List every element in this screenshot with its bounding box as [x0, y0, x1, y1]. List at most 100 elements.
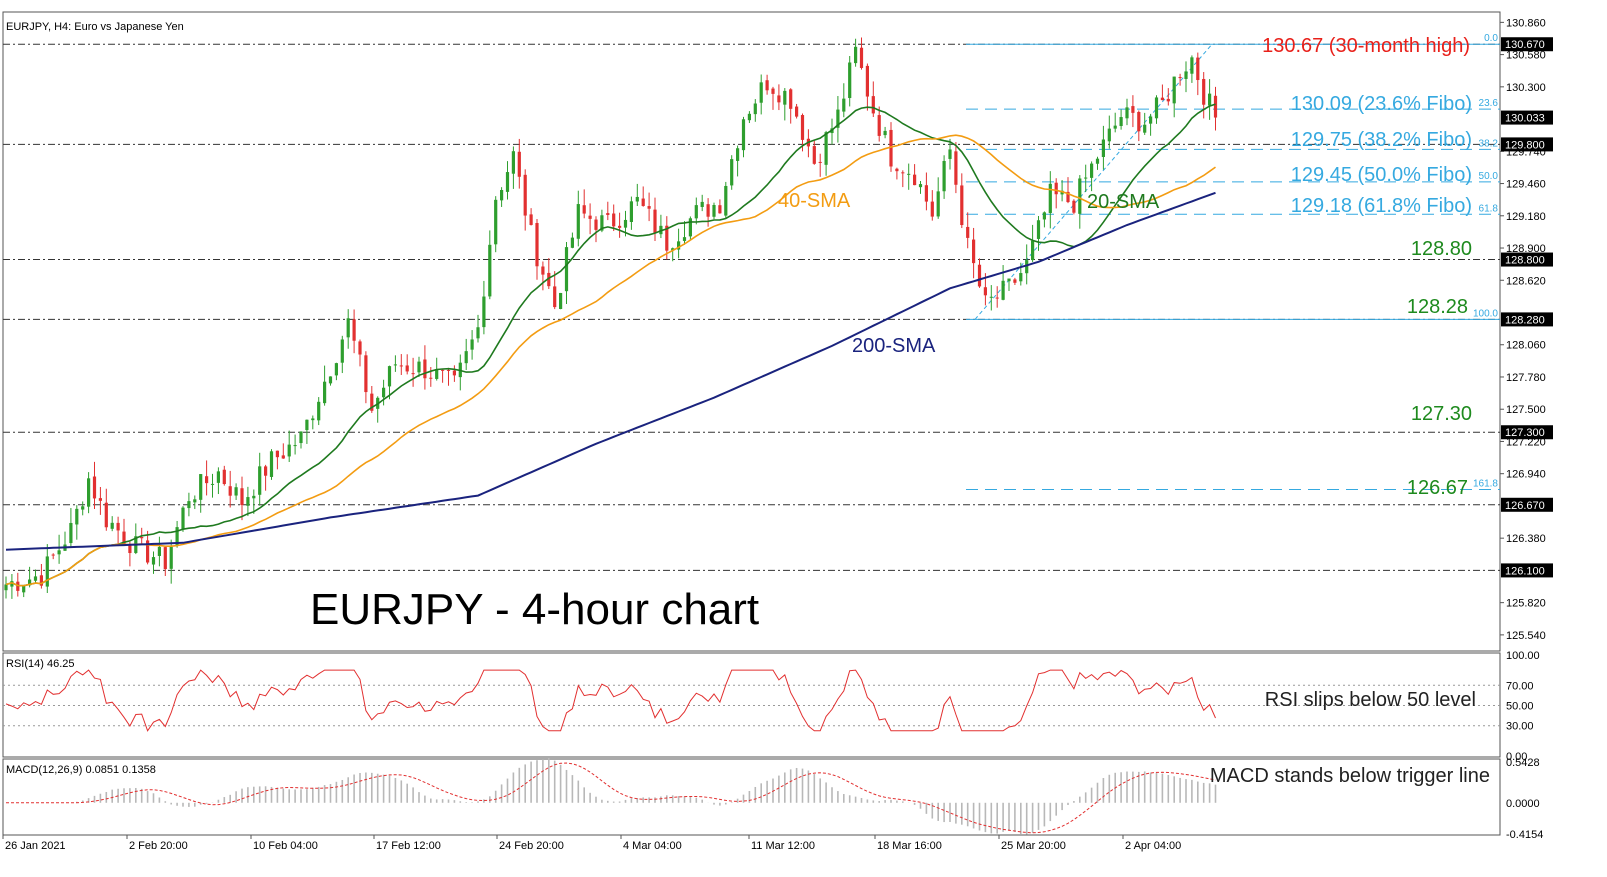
- level-label-12667: 126.67: [1407, 477, 1468, 499]
- bear-candle: [264, 466, 268, 476]
- bear-candle: [39, 575, 43, 586]
- bear-candle: [1054, 182, 1058, 195]
- bull-candle: [1025, 260, 1029, 274]
- bear-candle: [446, 369, 451, 371]
- bull-candle: [736, 148, 740, 161]
- price-tag-label: 126.100: [1505, 565, 1545, 577]
- macd-tick-label: 0.0000: [1506, 798, 1540, 810]
- bear-candle: [612, 213, 616, 227]
- bear-candle: [582, 205, 586, 214]
- bear-candle: [765, 80, 769, 91]
- bear-candle: [553, 286, 557, 308]
- bull-candle: [942, 160, 946, 192]
- bear-candle: [877, 115, 881, 136]
- bear-candle: [954, 151, 958, 185]
- bull-candle: [730, 159, 734, 186]
- bull-candle: [989, 296, 993, 298]
- bull-candle: [494, 199, 498, 245]
- price-tick-label: 128.060: [1506, 340, 1546, 352]
- fibo-ratio-50-0: 50.0: [1479, 171, 1499, 182]
- sma20-label: 20-SMA: [1087, 191, 1160, 213]
- fibo-382-label: 129.75 (38.2% Fibo): [1291, 129, 1472, 151]
- rsi-line: [5, 669, 1216, 732]
- bull-candle: [1019, 273, 1023, 282]
- bear-candle: [812, 146, 816, 164]
- bear-candle: [116, 522, 120, 531]
- bear-candle: [818, 161, 822, 163]
- fibo-236-label: 130.09 (23.6% Fibo): [1291, 93, 1472, 115]
- bull-candle: [293, 445, 297, 447]
- bear-candle: [535, 222, 539, 267]
- bull-candle: [842, 98, 846, 112]
- bear-candle: [995, 297, 999, 299]
- bull-candle: [671, 248, 675, 251]
- fibo-ratio-38-2: 38.2: [1479, 138, 1499, 149]
- bull-candle: [500, 189, 504, 201]
- rsi-indicator: 100.00 70.00 50.00 30.00 0.00: [3, 650, 1540, 763]
- time-tick-label: 18 Mar 16:00: [877, 840, 942, 852]
- price-tick-label: 129.180: [1506, 211, 1546, 223]
- bear-candle: [889, 129, 893, 167]
- macd-annotation: MACD stands below trigger line: [1210, 765, 1490, 787]
- macd-header: MACD(12,26,9) 0.0851 0.1358: [6, 764, 156, 776]
- bear-candle: [913, 174, 917, 186]
- bear-candle: [364, 355, 368, 393]
- bull-candle: [328, 376, 333, 384]
- bear-candle: [452, 370, 456, 376]
- bull-candle: [1208, 93, 1212, 106]
- bull-candle: [600, 215, 604, 231]
- bear-candle: [128, 544, 132, 554]
- fibo-618-label: 129.18 (61.8% Fibo): [1291, 195, 1472, 217]
- bull-candle: [688, 218, 692, 237]
- macd-tick-label: 0.5428: [1506, 757, 1540, 769]
- bull-candle: [1125, 107, 1129, 119]
- bull-candle: [299, 431, 303, 444]
- bull-candle: [505, 172, 510, 192]
- bull-candle: [476, 327, 480, 339]
- bull-candle: [151, 557, 156, 565]
- bear-candle: [606, 213, 610, 215]
- bull-candle: [1048, 183, 1052, 214]
- rsi-tick-label: 70.00: [1506, 680, 1534, 692]
- macd-tick-label: -0.4154: [1506, 829, 1543, 841]
- bear-candle: [618, 225, 622, 228]
- time-tick-label: 11 Mar 12:00: [751, 840, 815, 852]
- fibo-500-label: 129.45 (50.0% Fibo): [1291, 164, 1472, 186]
- bear-candle: [771, 88, 775, 94]
- price-tick-label: 126.940: [1506, 469, 1546, 481]
- bear-candle: [800, 115, 805, 140]
- bear-candle: [895, 168, 899, 172]
- macd-panel-frame: [2, 758, 1501, 836]
- bull-candle: [382, 387, 386, 398]
- bear-candle: [399, 365, 403, 367]
- chart-title: EURJPY - 4-hour chart: [310, 585, 759, 634]
- bull-candle: [576, 204, 580, 239]
- bull-candle: [623, 219, 628, 228]
- bull-candle: [1007, 278, 1011, 282]
- price-tag-label: 126.670: [1505, 500, 1545, 512]
- bull-candle: [635, 196, 639, 202]
- price-tag-box: [1501, 312, 1553, 327]
- price-tag-label: 130.033: [1505, 113, 1545, 125]
- bull-candle: [4, 584, 8, 591]
- bull-candle: [1036, 220, 1041, 239]
- bull-candle: [694, 205, 698, 219]
- bull-candle: [511, 151, 515, 174]
- bear-candle: [1178, 77, 1182, 79]
- bear-candle: [718, 205, 722, 214]
- bull-candle: [1107, 128, 1111, 142]
- bull-candle: [918, 184, 923, 188]
- bear-candle: [977, 264, 982, 287]
- bull-candle: [1001, 280, 1005, 300]
- price-tick-label: 128.900: [1506, 243, 1546, 255]
- bear-candle: [275, 450, 279, 458]
- bull-candle: [564, 247, 569, 292]
- bull-candle: [759, 82, 763, 103]
- price-tag-box: [1501, 37, 1553, 52]
- bull-candle: [753, 103, 757, 115]
- bear-candle: [795, 106, 799, 117]
- bull-candle: [570, 237, 574, 248]
- bear-candle: [983, 287, 987, 296]
- bull-candle: [287, 444, 291, 457]
- bear-candle: [594, 219, 598, 230]
